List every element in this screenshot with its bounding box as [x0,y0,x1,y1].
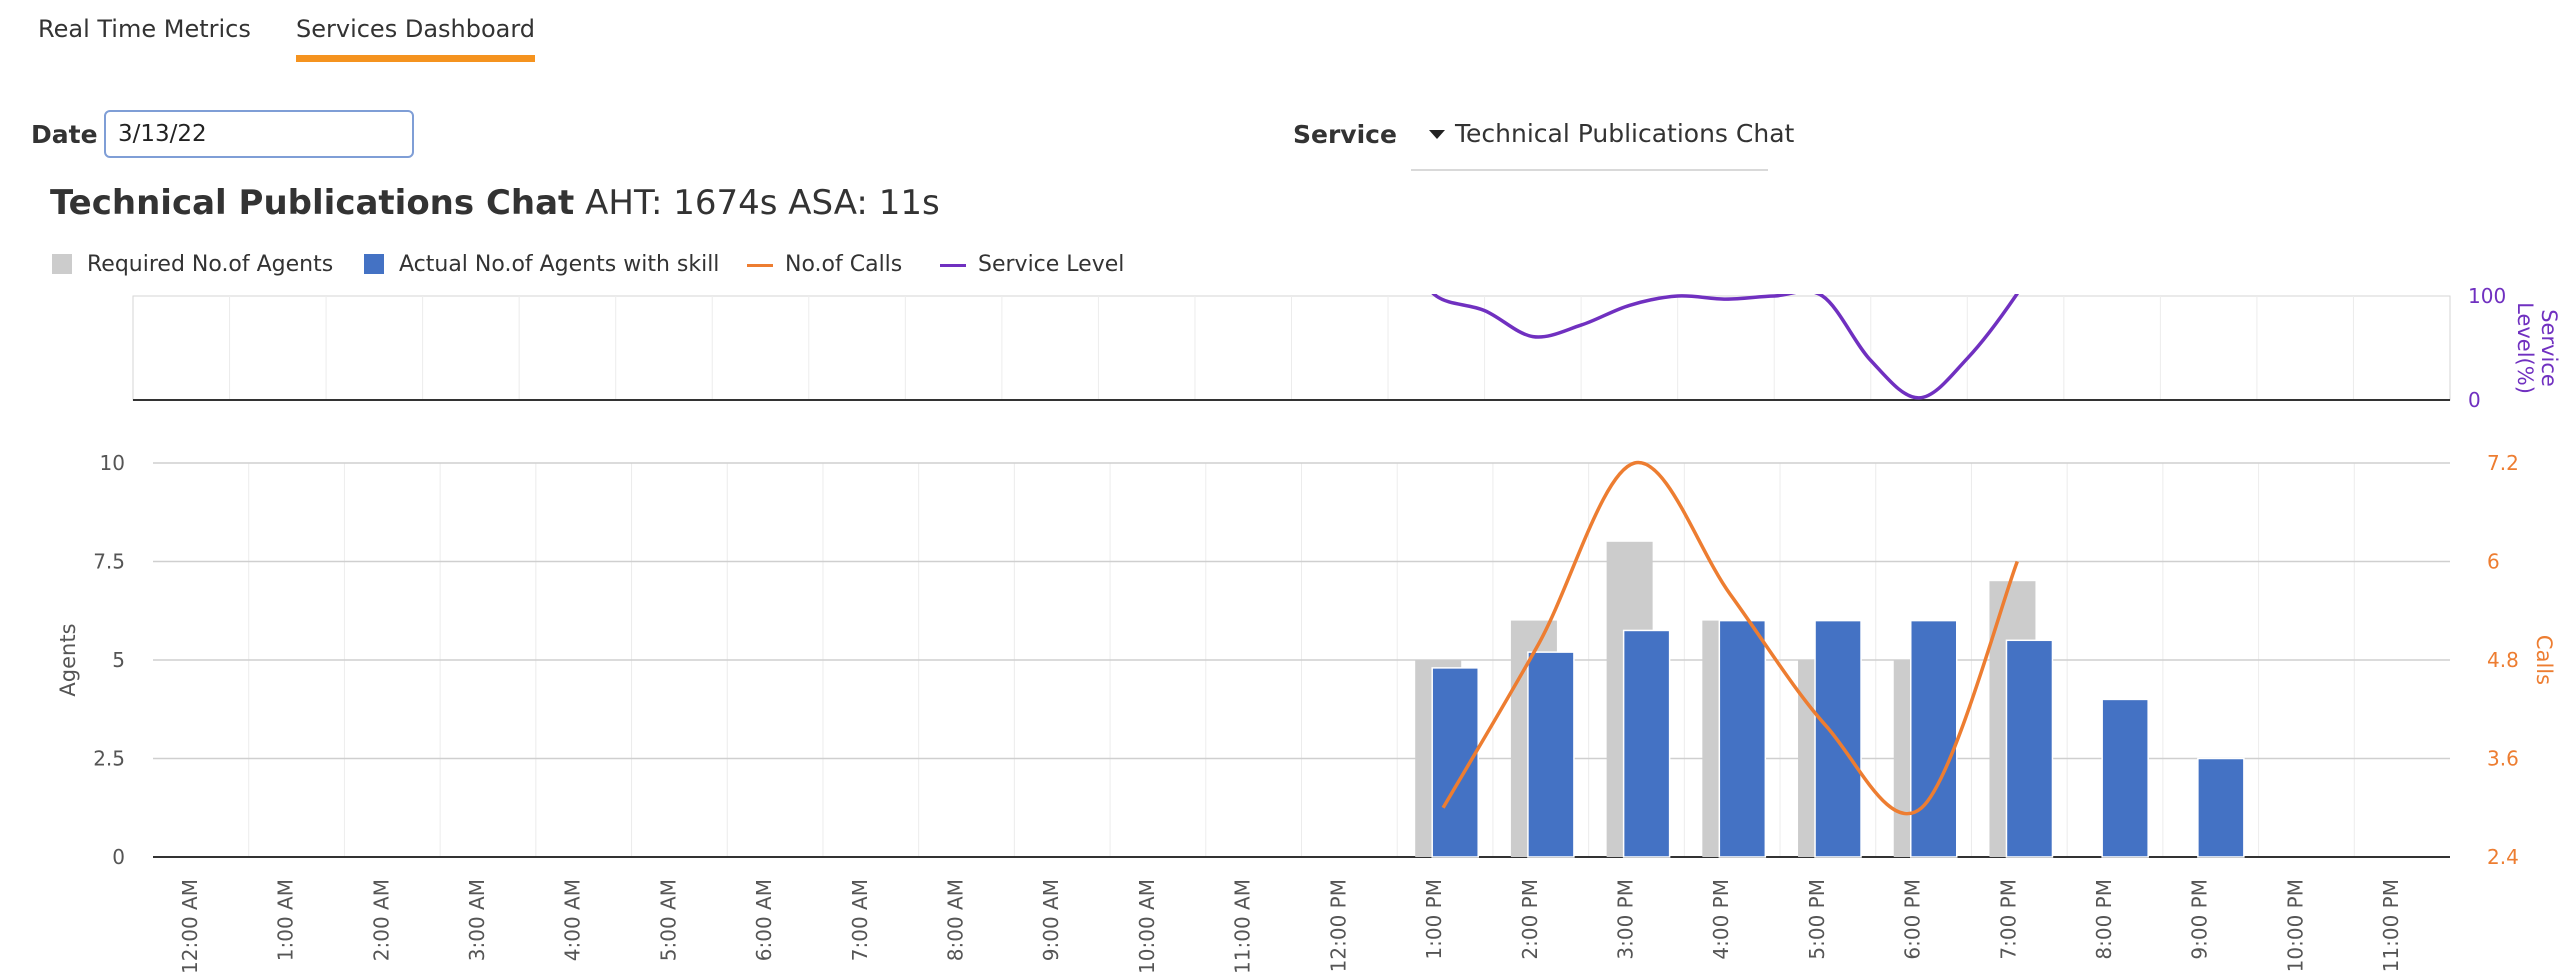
tab-real-time-metrics[interactable]: Real Time Metrics [38,15,251,43]
y-axis-tick-label: 5 [112,648,125,672]
legend-swatch-actual [364,254,384,274]
x-axis-tick-label: 10:00 PM [2283,879,2307,972]
calls-tick-label: 3.6 [2487,747,2519,771]
x-axis-tick-label: 9:00 PM [2188,879,2212,960]
bar-actual-agents [1622,629,1671,858]
service-level-axis-title-line: Service [2537,309,2561,387]
legend-label-calls: No.of Calls [785,252,903,277]
x-axis-tick-label: 8:00 PM [2092,879,2116,960]
chart-title: Technical Publications Chat AHT: 1674s A… [50,183,940,223]
y-axis-title: Agents [56,623,80,696]
x-axis-tick-label: 2:00 AM [369,879,393,961]
service-level-axis-title-line: Level(%) [2513,302,2537,394]
legend-label-required: Required No.of Agents [87,252,334,277]
caret-down-icon [1429,130,1445,139]
y-axis-tick-label: 7.5 [93,550,125,574]
legend-swatch-service-level [940,264,966,267]
date-input[interactable] [104,110,414,158]
legend-label-service-level: Service Level [978,252,1125,277]
x-axis-tick-label: 11:00 PM [2379,879,2403,972]
x-axis-tick-label: 4:00 AM [561,879,585,961]
x-axis-tick-label: 5:00 AM [656,879,680,961]
x-axis-tick-label: 12:00 AM [178,879,202,974]
y-axis-tick-label: 10 [100,451,125,475]
service-select-value: Technical Publications Chat [1455,119,1795,148]
chart-title-service: Technical Publications Chat [50,183,575,223]
tab-services-dashboard[interactable]: Services Dashboard [296,0,536,62]
legend-swatch-calls [747,264,773,267]
calls-tick-label: 7.2 [2487,451,2519,475]
service-level-line [1431,294,2020,400]
x-axis-tick-label: 6:00 AM [752,879,776,961]
bar-actual-agents [2101,698,2149,858]
service-label: Service [1293,120,1397,149]
x-axis-tick-label: 6:00 PM [1901,879,1925,960]
service-select[interactable]: Technical Publications Chat [1411,105,1794,171]
x-axis-tick-label: 9:00 AM [1039,879,1063,961]
date-label: Date [31,120,98,149]
x-axis-tick-label: 7:00 AM [848,879,872,961]
x-axis-tick-label: 4:00 PM [1709,879,1733,960]
calls-tick-label: 4.8 [2487,648,2519,672]
x-axis-tick-label: 3:00 AM [465,879,489,961]
x-axis-tick-label: 11:00 AM [1231,879,1255,974]
bar-actual-agents [1910,619,1958,858]
x-axis-tick-label: 8:00 AM [944,879,968,961]
x-axis-tick-label: 3:00 PM [1613,879,1637,960]
chart-title-metrics: AHT: 1674s ASA: 11s [585,183,940,223]
x-axis-tick-label: 10:00 AM [1135,879,1159,974]
legend-label-actual: Actual No.of Agents with skill [399,252,720,277]
service-level-tick-label: 0 [2468,388,2481,412]
x-axis-tick-label: 1:00 AM [274,879,298,961]
calls-line [1441,461,2019,816]
calls-tick-label: 2.4 [2487,845,2519,869]
x-axis-tick-label: 1:00 PM [1422,879,1446,960]
x-axis-tick-label: 2:00 PM [1518,879,1542,960]
x-axis-tick-label: 12:00 PM [1326,879,1350,972]
y-axis-tick-label: 0 [112,845,125,869]
service-level-tick-label: 100 [2468,284,2506,308]
bar-actual-agents [1718,619,1767,858]
calls-tick-label: 6 [2487,550,2500,574]
x-axis-tick-label: 7:00 PM [1996,879,2020,960]
y-axis-tick-label: 2.5 [93,747,125,771]
legend-swatch-required [52,254,72,274]
bar-actual-agents [2197,757,2245,858]
bar-actual-agents [1527,651,1575,858]
bar-actual-agents [2005,639,2054,858]
calls-axis-title: Calls [2532,635,2556,685]
x-axis-tick-label: 5:00 PM [1805,879,1829,960]
service-level-axis-title: ServiceLevel(%) [2513,302,2561,394]
